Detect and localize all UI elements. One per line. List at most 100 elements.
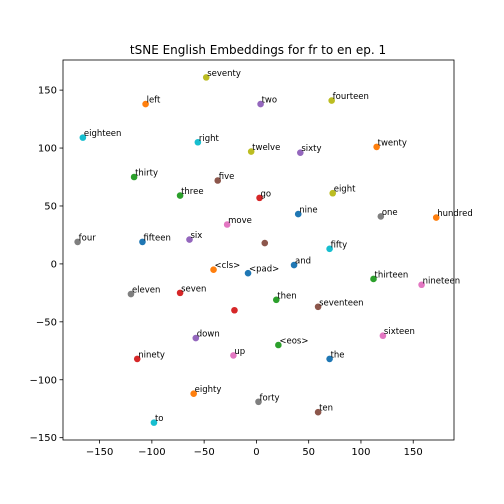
scatter-point [256, 194, 263, 202]
scatter-point [176, 289, 184, 297]
point-label: go [261, 189, 272, 199]
scatter-point [261, 239, 269, 247]
point-label: five [219, 172, 235, 182]
scatter-point [192, 334, 200, 342]
point-label: left [147, 96, 161, 106]
data-points: seventy left two fourteen eighteen right twelv… [74, 69, 473, 426]
point-label: two [262, 96, 278, 106]
scatter-point [127, 290, 135, 298]
scatter-point [223, 221, 231, 228]
point-label: ninety [138, 350, 165, 360]
point-label: eight [334, 185, 356, 195]
point-label: <cls> [215, 261, 241, 271]
scatter-point [130, 173, 138, 181]
y-tick-label: −100 [30, 375, 57, 386]
scatter-point [328, 97, 335, 104]
scatter-point [176, 192, 184, 199]
scatter-point [190, 390, 197, 397]
point-label: seven [181, 284, 206, 294]
point-label: nineteen [423, 276, 461, 286]
point-label: seventeen [319, 298, 363, 308]
point-label: fifty [331, 240, 348, 250]
point-label: then [277, 291, 296, 301]
point-label: fourteen [333, 92, 369, 102]
scatter-point [373, 143, 380, 151]
scatter-point [329, 189, 337, 197]
point-label: fifteen [143, 233, 170, 243]
plot-frame [62, 59, 455, 441]
y-tick-label: 150 [38, 86, 57, 97]
scatter-point [326, 245, 333, 253]
scatter-point [247, 148, 255, 155]
scatter-point [314, 303, 322, 311]
scatter-point [257, 100, 264, 108]
point-label: eleven [132, 286, 160, 296]
point-label: one [382, 208, 398, 218]
point-label: twenty [378, 138, 407, 148]
scatter-point [418, 281, 425, 289]
scatter-point [370, 275, 377, 283]
point-label: move [228, 216, 252, 226]
scatter-point [186, 236, 193, 243]
scatter-point [133, 355, 141, 363]
x-tick-label: 100 [351, 447, 370, 458]
x-tick-label: 50 [302, 447, 315, 458]
point-label: sixty [301, 144, 321, 154]
point-label: <pad> [249, 265, 279, 275]
chart-title: tSNE English Embeddings for fr to en ep.… [130, 43, 386, 57]
scatter-point [194, 138, 202, 146]
scatter-point [244, 269, 252, 277]
scatter-point [210, 266, 217, 273]
point-label: nine [299, 206, 317, 216]
point-label: ten [319, 404, 333, 414]
scatter-point [139, 238, 146, 246]
scatter-point [231, 306, 238, 314]
scatter-point [74, 238, 81, 246]
scatter-point [150, 419, 158, 426]
scatter-point [297, 149, 304, 156]
point-label: the [331, 350, 345, 360]
y-tick-label: 0 [51, 259, 57, 270]
point-label: eighty [195, 385, 222, 395]
x-tick-label: 150 [404, 447, 423, 458]
scatter-point [379, 332, 387, 340]
scatter-point [377, 213, 385, 220]
point-label: forty [260, 393, 280, 403]
point-label: hundred [437, 209, 473, 219]
point-label: four [79, 233, 97, 243]
scatter-point [255, 398, 262, 406]
axis-ticks: −150 −100 −50 0 50 100 150 −150 −100 −50 0 50 100 150 [30, 86, 423, 458]
point-label: right [199, 134, 220, 144]
scatter-point [290, 261, 298, 269]
point-label: and [295, 257, 311, 267]
point-label: sixteen [384, 327, 415, 337]
scatter-point [272, 296, 280, 304]
y-tick-label: −150 [30, 433, 57, 444]
scatter-point [202, 74, 210, 81]
scatter-point [294, 210, 302, 218]
point-label: three [181, 187, 204, 197]
point-label: <eos> [279, 337, 308, 347]
x-tick-label: −50 [194, 447, 215, 458]
point-label: twelve [252, 143, 280, 153]
x-tick-label: 0 [253, 447, 259, 458]
x-tick-label: −150 [86, 447, 113, 458]
scatter-point [432, 214, 440, 221]
point-label: thirty [135, 169, 158, 179]
scatter-point [79, 134, 87, 141]
scatter-point [275, 341, 282, 349]
y-tick-label: −50 [36, 317, 57, 328]
point-label: thirteen [375, 270, 409, 280]
point-label: eighteen [84, 129, 122, 139]
x-tick-label: −100 [138, 447, 165, 458]
y-tick-label: 100 [38, 144, 57, 155]
scatter-point [214, 177, 222, 184]
point-label: six [191, 231, 203, 241]
point-label: seventy [207, 69, 241, 79]
scatter-point [326, 355, 333, 363]
point-label: down [197, 330, 220, 340]
point-label: up [234, 347, 245, 357]
scatter-point [314, 408, 322, 416]
y-tick-label: 50 [44, 201, 57, 212]
